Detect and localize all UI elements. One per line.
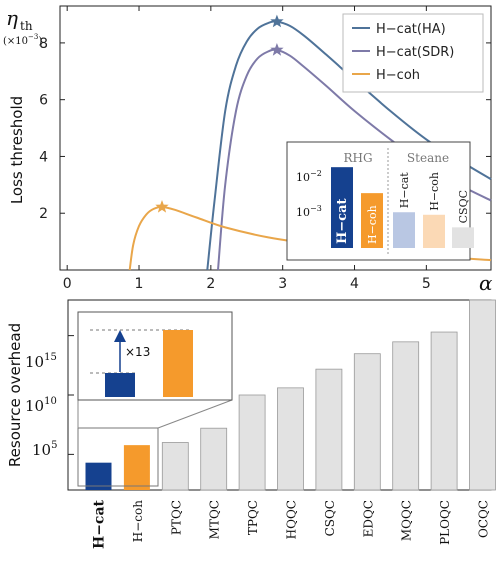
x-tick-label-1: 1 [135,276,144,292]
threshold-plot-frame [59,5,492,271]
overhead-label-h-coh: H−coh [131,500,145,542]
inset-bar-1 [361,193,383,248]
threshold-ticks [60,6,491,270]
overhead-bar-ploqc [430,331,458,491]
overhead-label-ocqc: OCQC [477,500,491,538]
threshold-y-axis-label: Loss threshold [8,96,26,204]
overhead-ticks [68,335,74,455]
inset-bar-4 [452,227,474,248]
overhead-label-ploqc: PLOQC [438,500,452,545]
x-tick-label-2: 2 [206,276,215,292]
overhead-y-axis-label: Resource overhead [6,323,24,467]
overhead-label-mqqc: MQQC [400,500,414,541]
inset-bar-0 [331,167,353,248]
legend-label-coh: H−coh [376,68,420,83]
overhead-bar-csqc [315,368,343,491]
inset-ytick-1e-2: 10−2 [296,169,322,184]
y-tick-label-2: 2 [39,206,48,222]
threshold-inset: RHG Steane 10−2 10−3 H−cat H−coh H−cat H−co… [286,141,474,261]
inset-bar-label-2: H−cat [398,172,411,209]
overhead-label-mtqc: MTQC [208,500,222,539]
legend-label-sdr: H−cat(SDR) [376,45,454,60]
zoom-factor-label: ×13 [125,345,150,359]
series-line-h-cat-ha [206,20,492,271]
zoom-panel [77,311,233,401]
overhead-bar-mqqc [392,341,420,491]
x-tick-label-5: 5 [422,276,431,292]
threshold-chart: 0 1 2 3 4 5 2 4 6 8 η th (×10−3) Loss threshold α… [3,5,493,295]
zoom-bar-hcoh [163,330,193,397]
inset-group-rhg: RHG [343,151,372,165]
inset-ytick-1e-3: 10−3 [296,204,322,219]
series-peak-star-h-coh [155,200,169,213]
threshold-legend: H−cat(HA) H−cat(SDR) H−coh [342,13,484,93]
inset-bar-label-1: H−coh [366,205,379,244]
overhead-chart: Resource overhead 1015 1010 105 H−cat H−c… [6,299,496,549]
x-tick-label-3: 3 [278,276,287,292]
overhead-bar-h-cat [85,462,112,490]
overhead-bar-h-coh [123,445,150,490]
y-tick-label-4: 4 [39,149,48,165]
inset-group-steane: Steane [407,151,449,165]
x-tick-label-0: 0 [63,276,72,292]
overhead-label-edqc: EDQC [361,500,375,537]
legend-label-ha: H−cat(HA) [376,22,446,37]
series-peak-star-h-cat-ha [270,14,284,28]
y-tick-label-6: 6 [39,93,48,109]
zoom-bar-hcat [105,373,135,397]
overhead-label-hqqc: HQQC [285,500,299,539]
overhead-label-ptqc: PTQC [169,500,183,535]
threshold-tick-labels: 0 1 2 3 4 5 2 4 6 8 [39,36,431,292]
inset-bar-label-3: H−coh [428,172,441,211]
overhead-bar-ocqc [469,299,496,491]
inset-bar-2 [393,212,415,248]
overhead-bars [85,299,496,491]
x-tick-label-4: 4 [350,276,359,292]
overhead-bar-hqqc [277,387,304,491]
overhead-ytick-1e15: 1015 [25,352,57,371]
inset-bar-3 [423,214,445,248]
y-tick-label-8: 8 [39,36,48,52]
inset-bars: H−cat H−coh H−cat H−coh CSQC [331,167,474,248]
overhead-label-tpqc: TPQC [246,500,260,535]
series-peak-star-h-cat-sdr [270,43,284,56]
overhead-category-labels: H−cat H−coh PTQC MTQC TPQC HQQC CSQC EDQC MQQC PL… [92,499,491,549]
overhead-bar-ptqc [161,442,189,491]
overhead-zoom: ×13 [77,311,233,487]
threshold-y-symbol-sub: th [20,19,33,33]
overhead-label-csqc: CSQC [323,500,337,536]
zoom-connector-right [157,399,233,429]
zoom-outline [77,427,159,487]
inset-bar-label-0: H−cat [335,198,350,244]
overhead-bar-edqc [353,353,381,491]
overhead-bar-mtqc [200,427,228,491]
overhead-ytick-1e10: 1010 [25,396,57,415]
threshold-y-scale: (×10−3) [3,33,42,47]
threshold-y-symbol: η [6,6,18,30]
overhead-label-h-cat: H−cat [92,499,108,549]
threshold-x-symbol: α [479,271,493,295]
inset-bar-label-4: CSQC [457,190,470,223]
overhead-bar-tpqc [238,394,266,491]
overhead-ytick-1e5: 105 [32,440,57,459]
